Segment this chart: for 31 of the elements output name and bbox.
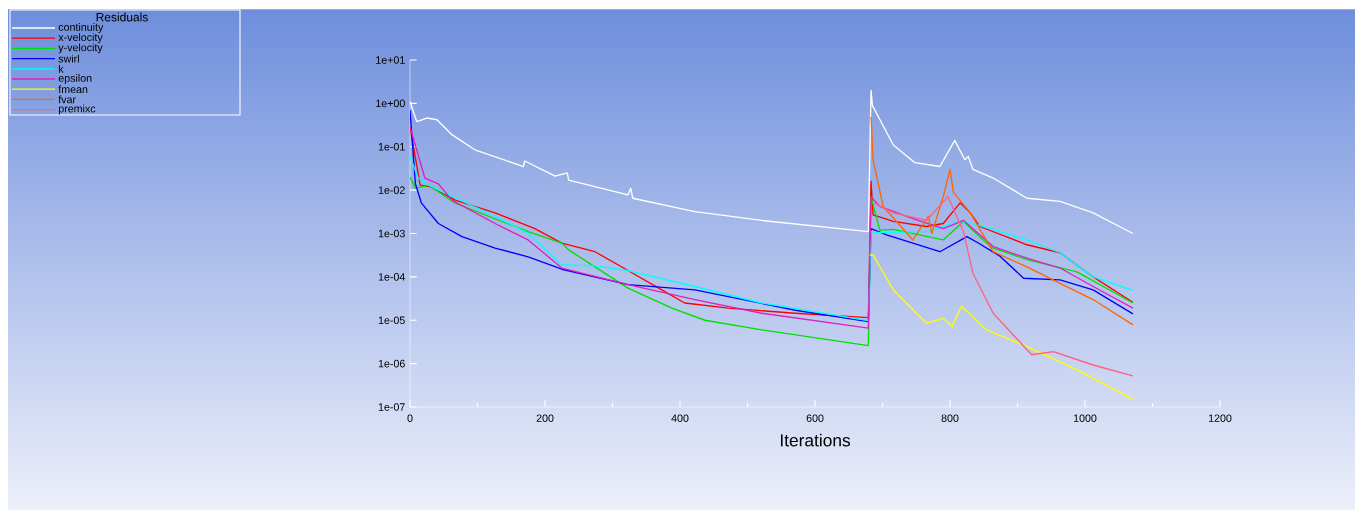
line-series [873,195,1134,377]
line-series [410,156,1134,322]
y-tick-label: 1e-02 [378,186,405,194]
legend-label: x-velocity [58,33,103,44]
line-series [870,116,1134,326]
y-tick-label: 1e-06 [378,359,405,368]
y-tick-label: 1e+00 [376,99,405,108]
legend-label: continuity [58,23,104,33]
y-tick-label: 1e-01 [378,142,405,151]
legend-label: premixc [58,104,96,115]
x-tick-label: 1200 [1208,414,1232,422]
x-axis-title: Iterations [780,433,851,447]
x-tick-label: 200 [536,414,554,422]
legend-label: swirl [58,54,79,63]
legend-title: Residuals [96,12,148,22]
y-tick-label: 1e-04 [378,273,405,281]
y-tick-label: 1e-07 [378,403,405,411]
x-tick-label: 0 [407,414,413,422]
legend-label: fmean [58,85,88,94]
line-series [869,254,1134,401]
legend-label: epsilon [58,74,92,84]
y-tick-label: 1e+01 [376,56,405,64]
y-tick-label: 1e-03 [378,229,405,238]
y-tick-label: 1e-05 [378,316,405,325]
x-tick-label: 1000 [1073,414,1097,422]
x-tick-label: 400 [671,414,689,422]
x-tick-label: 600 [806,414,824,422]
legend-label: y-velocity [58,43,103,54]
legend-label: k [58,64,64,73]
legend-label: fvar [58,95,76,104]
x-tick-label: 800 [941,414,959,422]
